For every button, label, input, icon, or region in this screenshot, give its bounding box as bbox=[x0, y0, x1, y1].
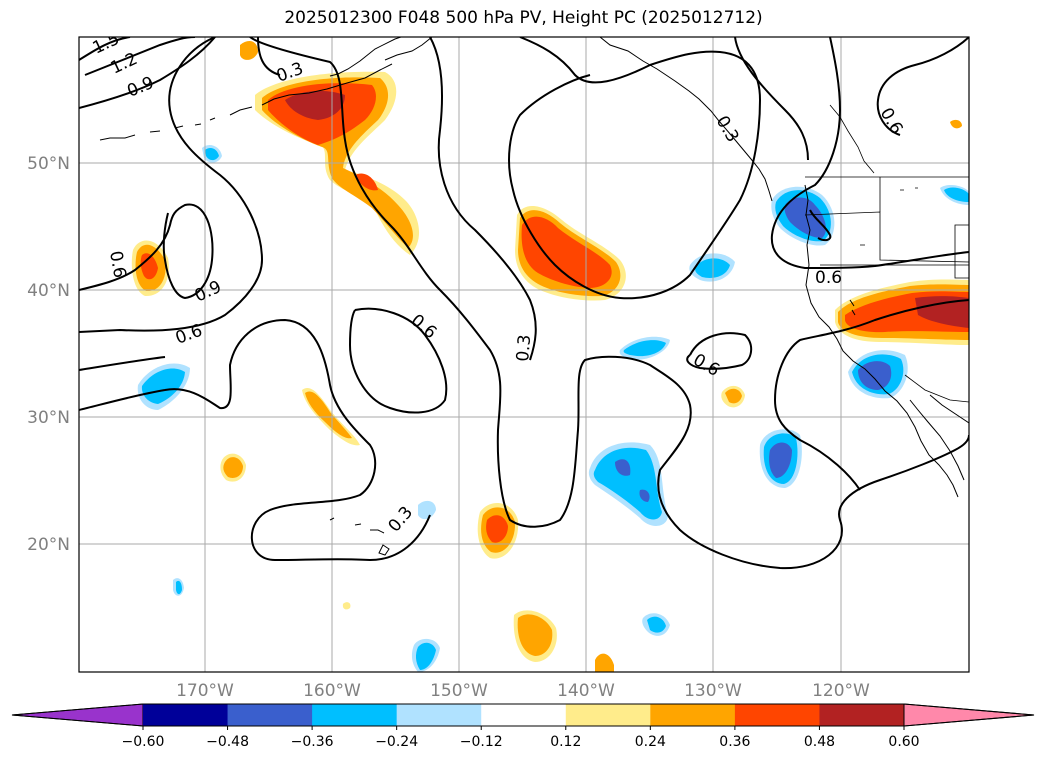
pv-negative-area bbox=[784, 197, 826, 238]
colorbar-bin bbox=[734, 704, 820, 726]
pv-negative-area bbox=[623, 340, 666, 357]
pv-negative-area bbox=[944, 187, 969, 202]
contour-label: 0.6 bbox=[815, 268, 842, 288]
lon-label: 160°W bbox=[303, 681, 361, 701]
pv-negative-area bbox=[141, 368, 185, 404]
pv-positive-area bbox=[517, 614, 553, 656]
pv-positive-area bbox=[140, 253, 158, 280]
colorbar-bin bbox=[227, 704, 313, 726]
lat-label: 20°N bbox=[27, 535, 70, 555]
pv-positive-area bbox=[521, 216, 612, 288]
pv-negative-area bbox=[615, 459, 631, 476]
colorbar-bin bbox=[143, 704, 229, 726]
colorbar-tick-label: 0.60 bbox=[888, 734, 919, 750]
pv-positive-area bbox=[915, 296, 969, 328]
contour-label: 0.3 bbox=[513, 334, 535, 363]
colorbar-tick-label: 0.24 bbox=[635, 734, 666, 750]
colorbar-tick-label: −0.12 bbox=[460, 734, 503, 750]
lat-label: 40°N bbox=[27, 281, 70, 301]
colorbar-bin bbox=[565, 704, 651, 726]
pv-positive-area bbox=[595, 653, 614, 672]
borders bbox=[804, 104, 969, 403]
colorbar-tick-label: 0.12 bbox=[550, 734, 581, 750]
colorbar-bin bbox=[396, 704, 482, 726]
pv-positive-area bbox=[355, 173, 378, 191]
colorbar-tick-label: 0.48 bbox=[804, 734, 835, 750]
lon-label: 140°W bbox=[557, 681, 615, 701]
coastlines bbox=[99, 37, 969, 556]
colorbar-bin bbox=[312, 704, 398, 726]
pv-negative-area bbox=[593, 447, 662, 520]
colorbar-tick-label: −0.24 bbox=[375, 734, 418, 750]
contour-label: 0.6 bbox=[105, 249, 129, 279]
map-plot-area: 1.5 1.2 0.9 0.3 0.6 0.9 0.6 0.6 0.3 0.3 … bbox=[79, 37, 969, 672]
pv-negative-area bbox=[205, 148, 219, 161]
pv-negative-area bbox=[858, 361, 892, 390]
colorbar: −0.60 −0.48 −0.36 −0.24 −0.12 0.12 0.24 0.36 0.4… bbox=[11, 703, 1035, 750]
lon-label: 150°W bbox=[430, 681, 488, 701]
lon-label: 130°W bbox=[684, 681, 742, 701]
pv-positive-area bbox=[725, 388, 742, 404]
lon-label: 120°W bbox=[812, 681, 870, 701]
pv-positive-area bbox=[240, 40, 258, 60]
colorbar-tick-label: 0.36 bbox=[719, 734, 750, 750]
pv-negative-area bbox=[647, 616, 666, 633]
pv-positive-area bbox=[223, 457, 243, 478]
lat-label: 30°N bbox=[27, 408, 70, 428]
colorbar-bin bbox=[650, 704, 736, 726]
pv-negative-area bbox=[342, 602, 351, 610]
longitude-labels: 170°W 160°W 150°W 140°W 130°W 120°W bbox=[176, 681, 870, 701]
map-border bbox=[78, 36, 970, 673]
colorbar-bin bbox=[481, 704, 567, 726]
pv-negative-area bbox=[418, 500, 436, 520]
height-contours bbox=[79, 37, 969, 570]
colorbar-tick-label: −0.60 bbox=[122, 734, 165, 750]
colorbar-tick-label: −0.48 bbox=[206, 734, 249, 750]
colorbar-tick-label: −0.36 bbox=[291, 734, 334, 750]
pv-negative-area bbox=[415, 642, 436, 670]
pv-positive-area bbox=[305, 391, 352, 439]
pv-positive-area bbox=[285, 90, 345, 120]
pv-negative-area bbox=[769, 442, 792, 478]
lon-label: 170°W bbox=[176, 681, 234, 701]
pv-negative-area bbox=[176, 580, 182, 595]
map-title: 2025012300 F048 500 hPa PV, Height PC (2… bbox=[284, 8, 763, 28]
colorbar-extend-min bbox=[11, 703, 144, 727]
colorbar-extend-max bbox=[903, 703, 1035, 727]
graticule bbox=[79, 37, 969, 672]
pv-positive-area bbox=[950, 119, 962, 129]
latitude-labels: 50°N 40°N 30°N 20°N bbox=[27, 154, 70, 555]
pv-positive-area bbox=[486, 515, 508, 543]
pv-negative-area bbox=[639, 489, 650, 502]
colorbar-bin bbox=[819, 704, 905, 726]
lat-label: 50°N bbox=[27, 154, 70, 174]
